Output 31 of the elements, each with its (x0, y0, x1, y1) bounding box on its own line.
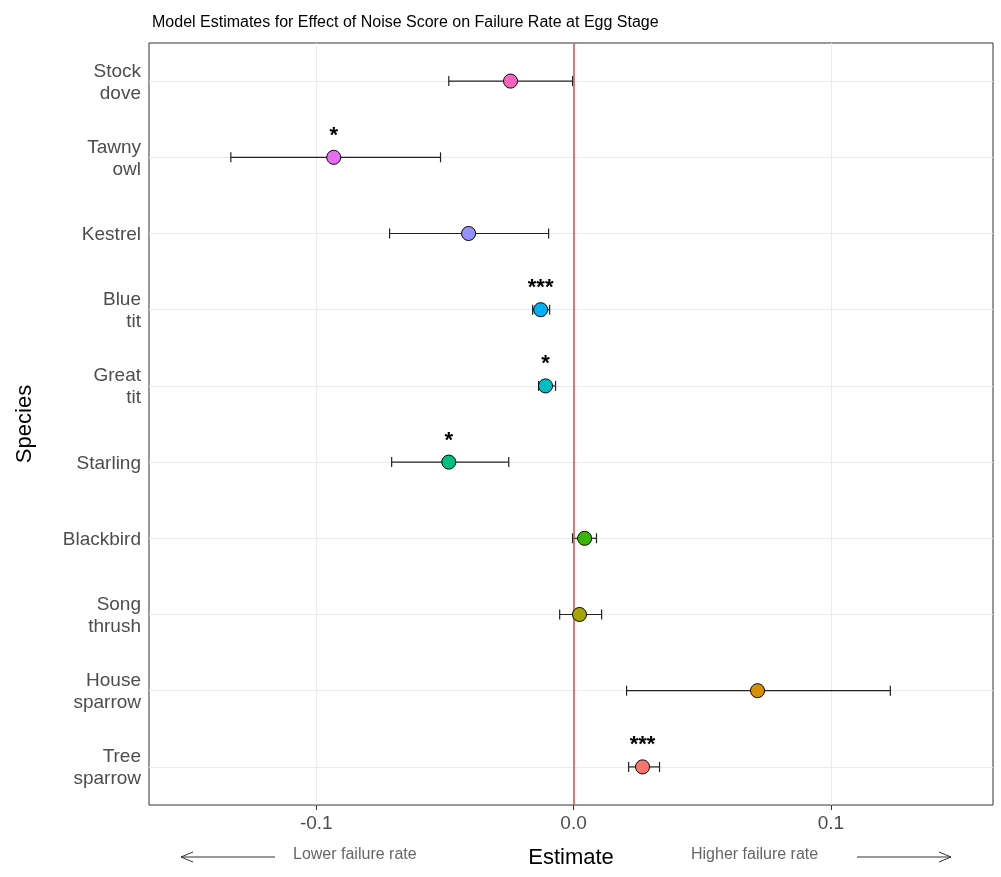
text: Lower failure rate (293, 845, 417, 863)
y-axis-title: Species (10, 384, 36, 464)
y-tick-label: Tawny owl (87, 135, 142, 179)
point (572, 607, 587, 622)
x-tick-label: -0.1 (299, 812, 333, 833)
x-axis-title: Estimate (528, 843, 614, 869)
y-tick-label: Kestrel (81, 223, 141, 244)
y-tick-label: House sparrow (73, 669, 142, 713)
x-tick-label: 0.1 (817, 812, 845, 833)
y-tick-label: Song thrush (88, 593, 141, 636)
annotation: *** (527, 274, 554, 300)
text: Higher failure rate (691, 845, 819, 863)
point (461, 226, 477, 241)
y-tick-label: Tree sparrow (73, 745, 142, 789)
annotation: * (541, 350, 551, 376)
y-tick-label: Starling (76, 451, 141, 473)
point (326, 149, 342, 165)
point (635, 759, 651, 775)
point (577, 530, 593, 546)
x-tick-label: 0.0 (560, 812, 587, 833)
annotation: *** (629, 731, 656, 757)
y-tick-label: Great tit (93, 364, 142, 408)
point (750, 683, 766, 699)
annotation: * (444, 426, 454, 452)
chart-title: Model Estimates for Effect of Noise Score on Failure Rate at Egg Stage (152, 12, 659, 30)
annotation: * (329, 121, 339, 147)
y-tick-label: Stock dove (93, 59, 142, 103)
y-tick-label: Blackbird (62, 527, 141, 549)
point (503, 73, 519, 89)
point (441, 454, 457, 470)
y-tick-label: Blue tit (102, 288, 142, 332)
